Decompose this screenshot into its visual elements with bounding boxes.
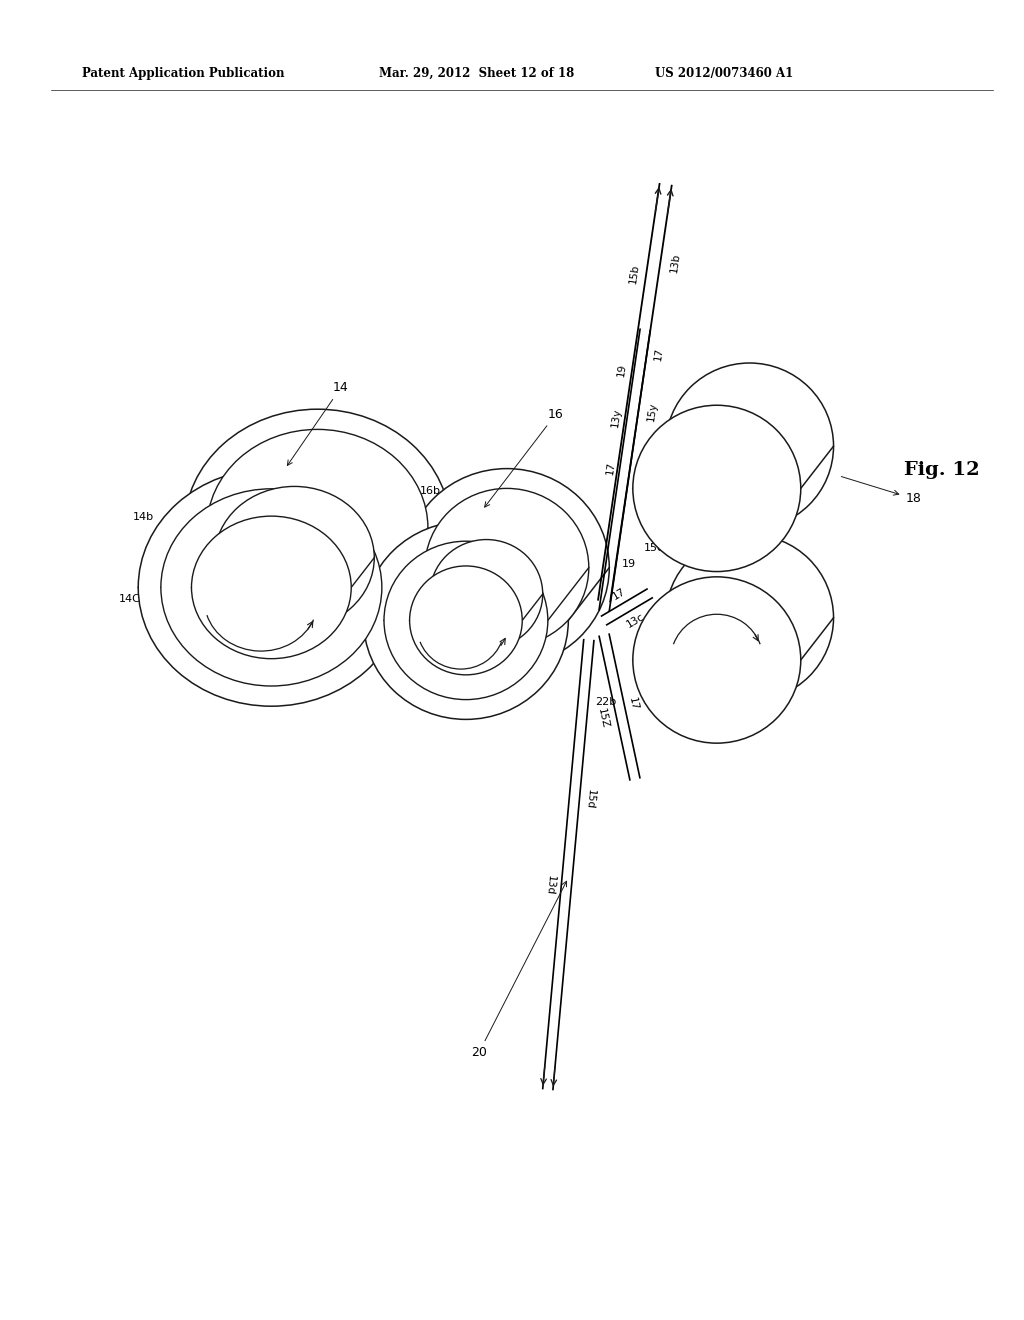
- Ellipse shape: [138, 469, 404, 706]
- Ellipse shape: [410, 566, 522, 675]
- Ellipse shape: [384, 541, 548, 700]
- Text: 14b: 14b: [133, 512, 155, 521]
- Text: 13b: 13b: [669, 252, 681, 273]
- Ellipse shape: [425, 488, 589, 647]
- Text: 13y: 13y: [609, 407, 623, 428]
- Ellipse shape: [184, 409, 451, 647]
- Text: 14: 14: [288, 381, 348, 466]
- Text: 22b: 22b: [595, 697, 616, 706]
- Text: 15y: 15y: [645, 401, 658, 421]
- Ellipse shape: [633, 405, 801, 572]
- Text: Mar. 29, 2012  Sheet 12 of 18: Mar. 29, 2012 Sheet 12 of 18: [379, 67, 574, 81]
- Text: US 2012/0073460 A1: US 2012/0073460 A1: [655, 67, 794, 81]
- Text: 14C: 14C: [119, 594, 141, 605]
- Text: 13d: 13d: [544, 875, 556, 896]
- Text: 20: 20: [471, 882, 566, 1059]
- Ellipse shape: [666, 363, 834, 529]
- Ellipse shape: [633, 577, 801, 743]
- Text: 13c: 13c: [625, 612, 646, 630]
- Ellipse shape: [666, 535, 834, 701]
- Text: 15b: 15b: [628, 263, 640, 284]
- Text: 13Z: 13Z: [641, 682, 655, 705]
- Ellipse shape: [215, 486, 375, 630]
- Text: 18: 18: [842, 477, 922, 506]
- Text: 15c: 15c: [644, 543, 664, 553]
- Text: 15Z: 15Z: [596, 708, 610, 729]
- Ellipse shape: [430, 540, 543, 648]
- Text: 16b: 16b: [420, 486, 440, 496]
- Ellipse shape: [191, 516, 351, 659]
- Text: Patent Application Publication: Patent Application Publication: [82, 67, 285, 81]
- Text: 17: 17: [611, 586, 628, 602]
- Text: 17: 17: [653, 347, 666, 362]
- Ellipse shape: [207, 429, 428, 627]
- Text: 17: 17: [604, 461, 616, 475]
- Ellipse shape: [161, 488, 382, 686]
- Text: Fig. 12: Fig. 12: [904, 461, 980, 479]
- Ellipse shape: [404, 469, 609, 667]
- Text: 16: 16: [484, 408, 563, 507]
- Text: 19: 19: [622, 560, 636, 569]
- Ellipse shape: [364, 521, 568, 719]
- Text: 14a: 14a: [227, 594, 249, 605]
- Text: 19: 19: [615, 362, 628, 376]
- Text: 16C: 16C: [444, 546, 467, 556]
- Text: 17: 17: [628, 697, 640, 711]
- Text: 16a: 16a: [466, 626, 486, 635]
- Text: 22a: 22a: [729, 630, 751, 640]
- Text: 15d: 15d: [584, 788, 596, 809]
